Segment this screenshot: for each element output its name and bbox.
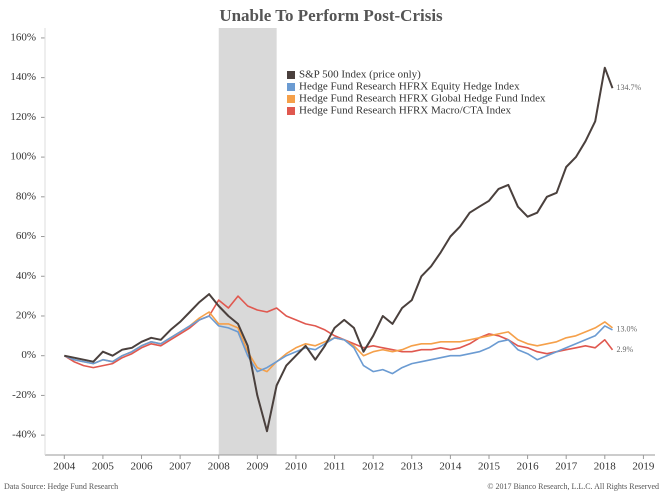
y-tick-label: 120%	[10, 111, 36, 123]
x-tick-label: 2007	[169, 461, 192, 473]
y-tick-label: 40%	[16, 270, 36, 282]
legend-label: Hedge Fund Research HFRX Equity Hedge In…	[299, 81, 520, 93]
x-tick-label: 2013	[401, 461, 424, 473]
series-line	[64, 66, 614, 433]
copyright-note: © 2017 Bianco Research, L.L.C. All Right…	[487, 482, 659, 491]
end-label: 134.7%	[617, 83, 642, 92]
y-tick-label: 100%	[10, 151, 36, 163]
y-tick-label: 0%	[21, 349, 36, 361]
source-note: Data Source: Hedge Fund Research	[4, 482, 118, 491]
x-tick-label: 2016	[517, 461, 540, 473]
end-label: 13.0%	[617, 325, 638, 334]
legend-swatch	[287, 107, 295, 115]
y-tick-label: 60%	[16, 230, 36, 242]
chart-title: Unable To Perform Post-Crisis	[219, 6, 443, 25]
legend-label: Hedge Fund Research HFRX Global Hedge Fu…	[299, 93, 546, 105]
end-label: 2.9%	[617, 345, 634, 354]
legend-swatch	[287, 95, 295, 103]
x-tick-label: 2015	[478, 461, 501, 473]
series-line	[63, 295, 614, 369]
x-tick-label: 2019	[632, 461, 655, 473]
x-tick-label: 2014	[439, 461, 462, 473]
x-tick-label: 2009	[246, 461, 269, 473]
x-tick-label: 2012	[362, 461, 384, 473]
y-tick-label: 160%	[10, 31, 36, 43]
series-line	[63, 315, 613, 375]
series-line	[63, 311, 613, 373]
legend-label: S&P 500 Index (price only)	[299, 69, 421, 81]
x-tick-label: 2006	[131, 461, 154, 473]
y-tick-label: 20%	[16, 310, 36, 322]
x-tick-label: 2010	[285, 461, 308, 473]
y-tick-label: 80%	[16, 190, 36, 202]
y-tick-label: 140%	[10, 71, 36, 83]
x-tick-label: 2005	[92, 461, 115, 473]
y-tick-label: -40%	[12, 429, 36, 441]
y-tick-label: -20%	[12, 389, 36, 401]
legend-label: Hedge Fund Research HFRX Macro/CTA Index	[299, 105, 512, 117]
legend-swatch	[287, 83, 295, 91]
x-tick-label: 2011	[324, 461, 346, 473]
shaded-period	[218, 28, 277, 455]
legend-swatch	[287, 71, 295, 79]
x-tick-label: 2004	[53, 461, 76, 473]
x-tick-label: 2008	[208, 461, 231, 473]
x-tick-label: 2017	[555, 461, 578, 473]
x-tick-label: 2018	[594, 461, 617, 473]
